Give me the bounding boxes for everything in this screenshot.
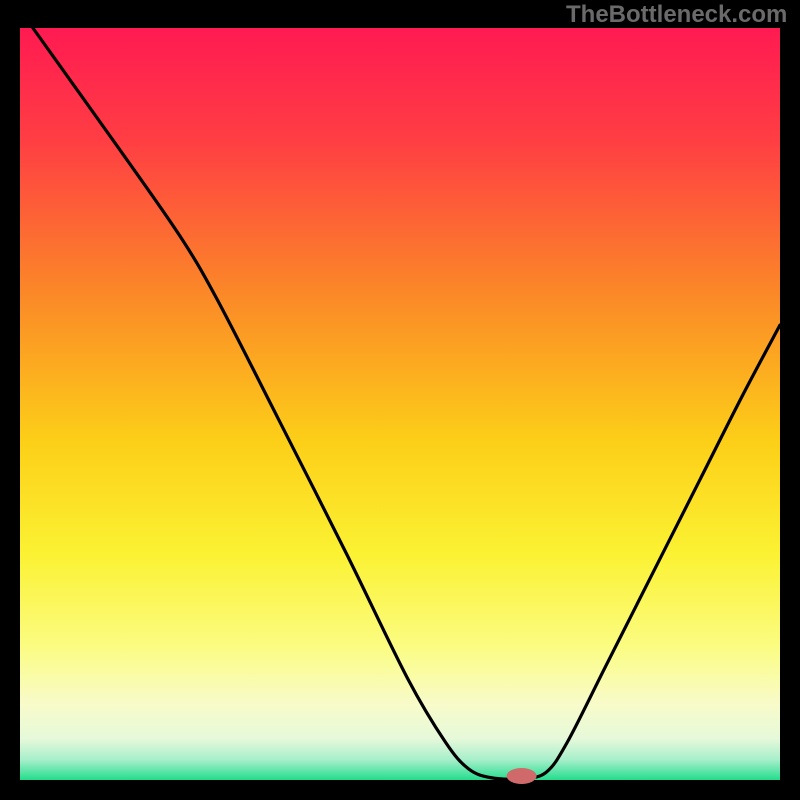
optimal-marker <box>507 768 537 784</box>
bottleneck-curve-chart: TheBottleneck.com <box>0 0 800 800</box>
gradient-background <box>20 28 780 780</box>
chart-container: TheBottleneck.com <box>0 0 800 800</box>
site-watermark: TheBottleneck.com <box>566 1 787 28</box>
